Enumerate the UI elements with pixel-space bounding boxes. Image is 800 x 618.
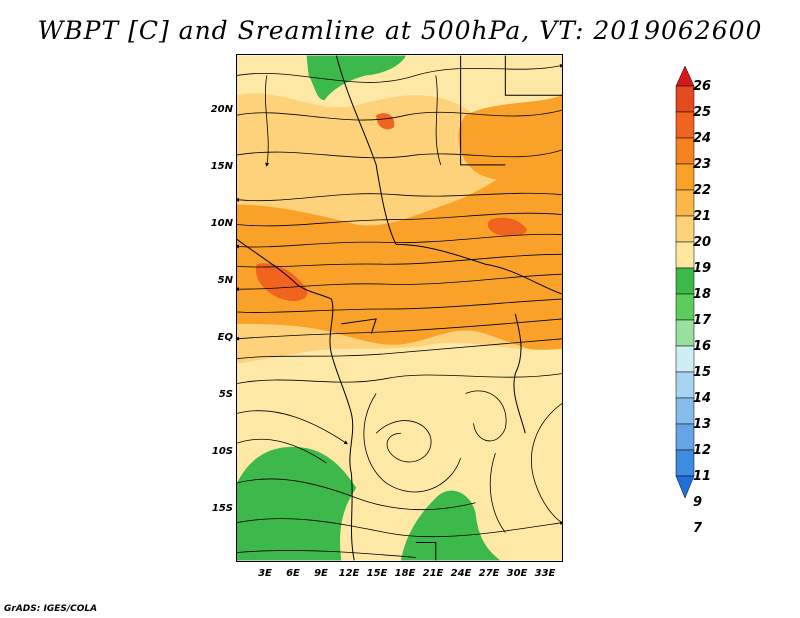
lat-label: 20N — [210, 104, 233, 115]
colorbar-label: 9 — [693, 495, 703, 510]
lon-label: 30E — [506, 568, 528, 579]
colorbar-label: 12 — [693, 443, 712, 458]
footer-credit: GrADS: IGES/COLA — [4, 604, 98, 614]
colorbar-label: 26 — [693, 79, 712, 94]
colorbar-cell — [675, 371, 695, 399]
colorbar-label: 13 — [693, 417, 712, 432]
colorbar-cell — [675, 241, 695, 269]
colorbar-label: 20 — [693, 235, 712, 250]
colorbar-label: 22 — [693, 183, 712, 198]
lon-label: 12E — [338, 568, 360, 579]
colorbar-cell — [675, 345, 695, 373]
lon-label: 33E — [534, 568, 556, 579]
field-dark-orange-east — [487, 217, 528, 237]
field-orange-band — [237, 145, 562, 354]
lat-label: 10S — [211, 446, 233, 457]
colorbar-cell — [675, 267, 695, 295]
streamlines — [237, 63, 562, 558]
lat-label: 5S — [218, 389, 233, 400]
field-dark-orange-west — [255, 263, 308, 302]
colorbar-cell — [675, 319, 695, 347]
colorbar-cell — [675, 85, 695, 113]
colorbar-cell — [675, 111, 695, 139]
lon-label: 3E — [258, 568, 272, 579]
colorbar-cell — [675, 137, 695, 165]
plot-title: WBPT [C] and Sreamline at 500hPa, VT: 20… — [37, 16, 763, 45]
lon-label: 15E — [366, 568, 388, 579]
colorbar-label: 25 — [693, 105, 712, 120]
field-dark-orange-north — [376, 113, 395, 130]
colorbar-label: 19 — [693, 261, 712, 276]
colorbar-label: 7 — [693, 521, 703, 536]
colorbar-label: 17 — [693, 313, 712, 328]
colorbar — [675, 65, 695, 499]
colorbar-label: 11 — [693, 469, 712, 484]
colorbar-cell — [675, 189, 695, 217]
field-green-north — [306, 55, 406, 101]
colorbar-cell — [675, 65, 695, 87]
colorbar-cell — [675, 215, 695, 243]
field-orange-ne — [458, 95, 562, 183]
lon-label: 18E — [394, 568, 416, 579]
colorbar-cell — [675, 475, 695, 499]
lon-label: 6E — [286, 568, 300, 579]
lat-label: 10N — [210, 218, 233, 229]
lon-label: 27E — [478, 568, 500, 579]
colorbar-label: 23 — [693, 157, 712, 172]
lon-label: 24E — [450, 568, 472, 579]
lat-label: 5N — [217, 275, 233, 286]
colorbar-cell — [675, 163, 695, 191]
lon-label: 21E — [422, 568, 444, 579]
colorbar-cell — [675, 397, 695, 425]
lon-label: 9E — [314, 568, 328, 579]
lat-label: 15S — [211, 503, 233, 514]
colorbar-label: 15 — [693, 365, 712, 380]
lat-label: 15N — [210, 161, 233, 172]
map-plot — [236, 54, 563, 562]
colorbar-cell — [675, 293, 695, 321]
colorbar-cell — [675, 449, 695, 477]
colorbar-label: 16 — [693, 339, 712, 354]
colorbar-label: 24 — [693, 131, 712, 146]
colorbar-cell — [675, 423, 695, 451]
lat-label: EQ — [217, 332, 233, 343]
colorbar-label: 14 — [693, 391, 712, 406]
field-green-sw — [237, 446, 357, 561]
colorbar-label: 18 — [693, 287, 712, 302]
colorbar-label: 21 — [693, 209, 712, 224]
